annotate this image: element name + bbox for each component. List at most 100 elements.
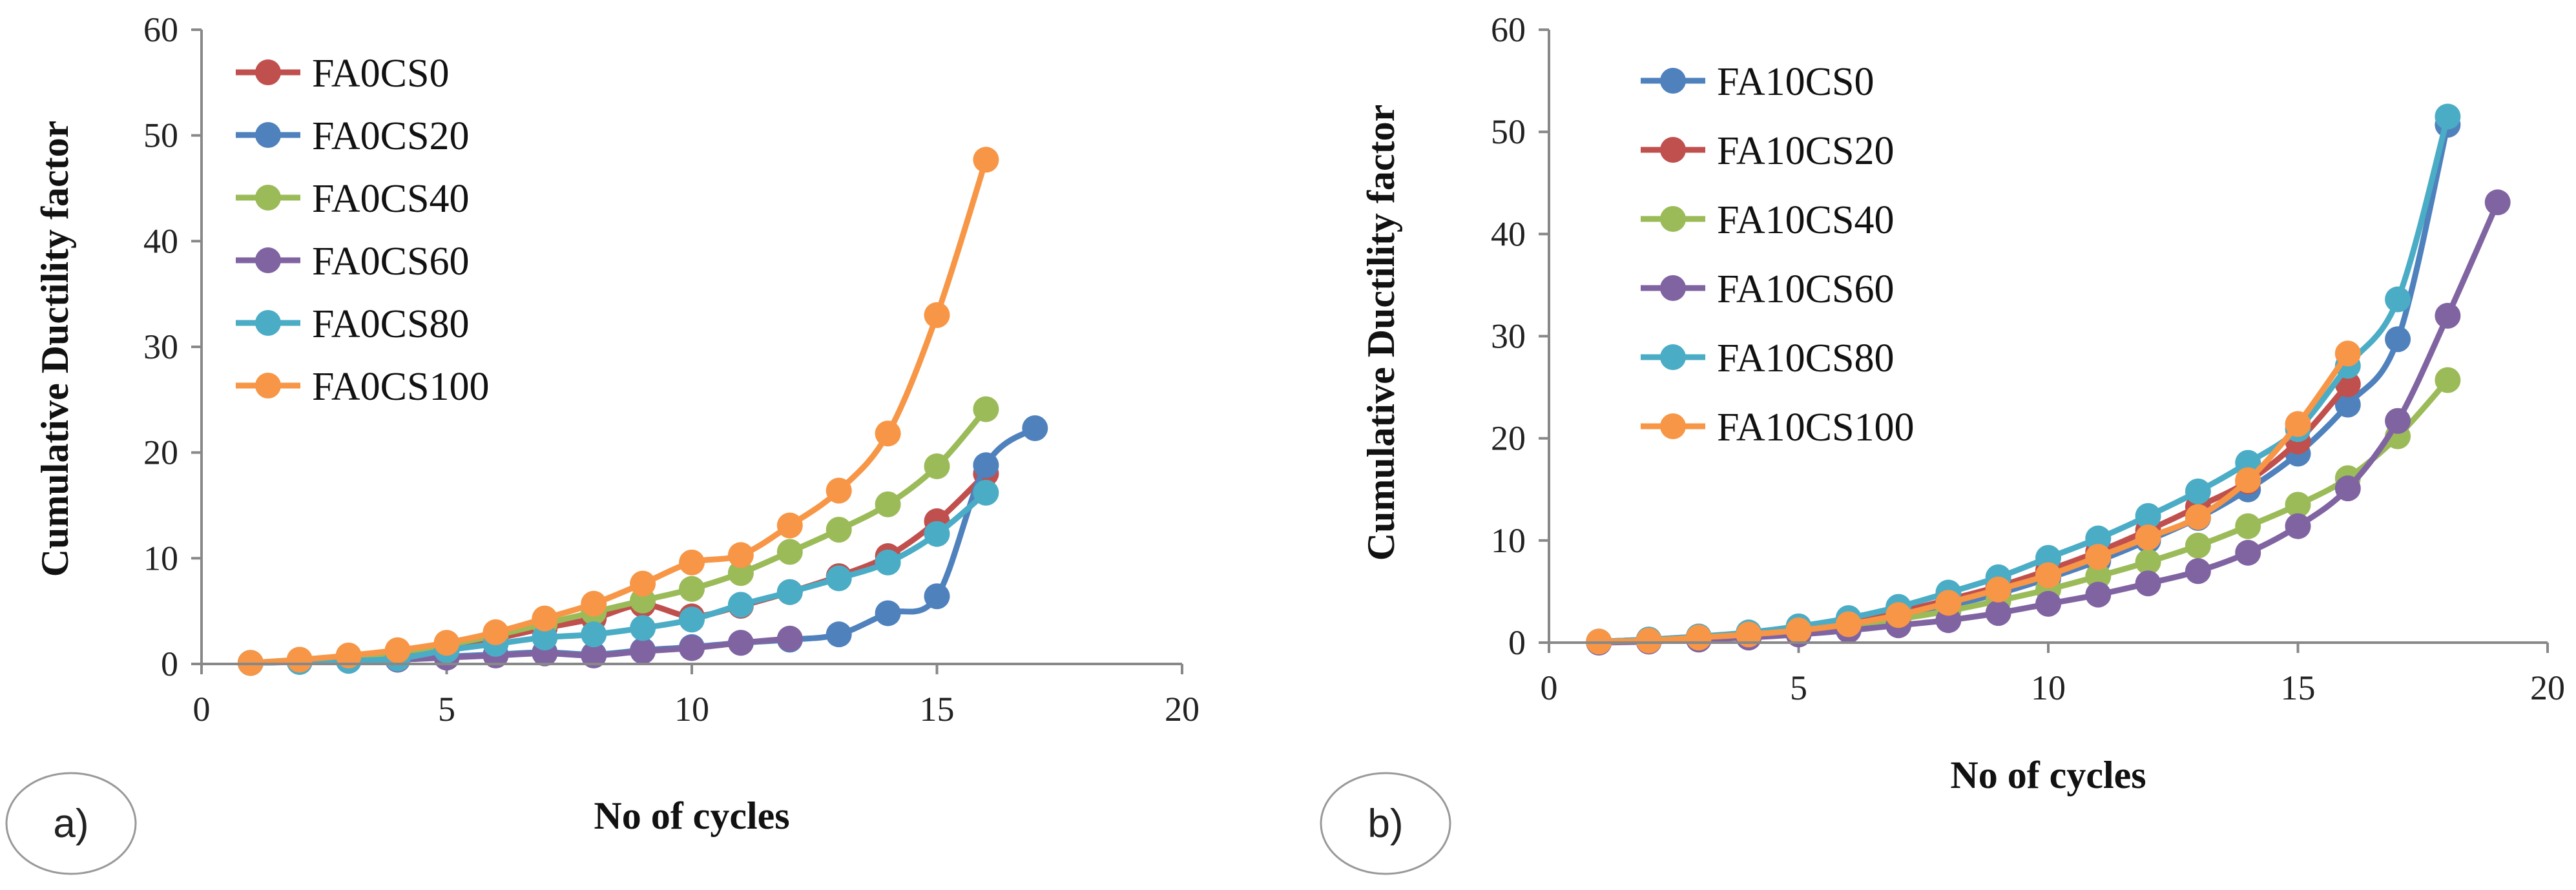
legend-marker-fa10cs80: [1660, 344, 1686, 370]
panel-a-legend: FA0CS0 FA0CS20 FA0CS40 FA0CS60 FA0CS80 FA0CS1…: [236, 52, 490, 409]
panel-a-data-point-fa0cs100: [483, 619, 509, 645]
panel-a-plot-area: 0 5 10 15 20 0 10 20 30 40 50 60: [143, 10, 1200, 729]
panel-b-x-tick-label: 5: [1790, 668, 1807, 707]
legend-label-fa10cs0: FA10CS0: [1717, 60, 1875, 104]
panel-a-data-point-fa0cs60: [630, 638, 656, 665]
panel-a-data-point-fa0cs40: [776, 539, 803, 565]
panel-a-data-point-fa0cs100: [532, 605, 558, 632]
panel-a-data-point-fa0cs100: [924, 302, 950, 328]
legend-marker-fa10cs100: [1660, 413, 1686, 439]
panel-b-plot-area: 0 5 10 15 20 0 10 20 30 40 50 60: [1491, 10, 2565, 707]
panel-b-data-point-fa10cs60: [2334, 475, 2361, 502]
legend-marker-fa0cs100: [255, 373, 281, 398]
panel-b-data-point-fa10cs100: [1785, 617, 1812, 644]
panel-a-y-axis-title: Cumulative Ductility factor: [34, 121, 76, 577]
panel-b-data-point-fa10cs80: [2185, 478, 2211, 504]
panel-a-data-point-fa0cs100: [727, 542, 754, 568]
legend-marker-fa0cs20: [255, 122, 281, 148]
panel-a-data-point-fa0cs20: [875, 600, 901, 626]
panel-b-x-tick-label: 10: [2031, 668, 2066, 707]
panel-b-data-point-fa10cs60: [2435, 302, 2461, 329]
panel-a-data-point-fa0cs60: [581, 642, 607, 668]
panel-a-y-tick-label: 0: [161, 645, 178, 683]
panel-a-y-tick-label: 20: [143, 433, 178, 472]
panel-b-y-tick-label: 20: [1491, 419, 1526, 458]
panel-b-data-point-fa10cs100: [2035, 562, 2061, 588]
panel-a-data-point-fa0cs40: [973, 396, 999, 422]
panel-a-data-point-fa0cs20: [826, 621, 852, 648]
panel-b-data-point-fa10cs60: [2085, 581, 2112, 608]
panel-b-data-point-fa10cs100: [2135, 524, 2161, 551]
panel-b-data-point-fa10cs60: [2484, 189, 2511, 216]
panel-b-data-point-fa10cs100: [1736, 621, 1762, 648]
panel-b-data-point-fa10cs100: [1985, 576, 2011, 603]
panel-b-data-point-fa10cs100: [2085, 544, 2112, 570]
panel-a-data-point-fa0cs20: [924, 583, 950, 610]
legend-label-fa0cs40: FA0CS40: [312, 177, 470, 221]
legend-marker-fa10cs0: [1660, 68, 1686, 94]
panel-a-series-line-fa0cs100: [250, 158, 989, 666]
panel-a-data-point-fa0cs20: [1022, 415, 1048, 442]
panel-a-data-point-fa0cs80: [875, 549, 901, 575]
panel-b-x-tick-label: 0: [1541, 668, 1558, 707]
panel-a-data-point-fa0cs100: [875, 420, 901, 447]
panel-a-data-point-fa0cs80: [727, 592, 754, 618]
legend-label-fa0cs100: FA0CS100: [312, 365, 490, 409]
panel-b-data-point-fa10cs0: [2385, 326, 2411, 353]
panel-b-y-tick-label: 50: [1491, 112, 1526, 151]
panel-a-x-axis-title: No of cycles: [594, 794, 789, 837]
legend-label-fa10cs60: FA10CS60: [1717, 267, 1895, 311]
legend-marker-fa0cs0: [255, 59, 281, 85]
panel-b-data-point-fa10cs100: [1685, 625, 1712, 651]
panel-b-data-point-fa10cs40: [2285, 492, 2311, 518]
panel-a-x-tick-label: 20: [1165, 690, 1200, 729]
panel-b-data-point-fa10cs40: [2435, 367, 2461, 393]
panel-b-data-point-fa10cs100: [2235, 467, 2261, 493]
panel-b-data-point-fa10cs80: [2435, 103, 2461, 130]
panel-a-x-tick-label: 15: [920, 690, 955, 729]
panel-a-data-point-fa0cs80: [630, 615, 656, 641]
panel-a-data-point-fa0cs100: [335, 642, 362, 668]
panel-b-data-point-fa10cs40: [2235, 513, 2261, 539]
legend-marker-fa10cs20: [1660, 137, 1686, 163]
panel-a-data-point-fa0cs100: [973, 147, 999, 173]
panel-a-data-point-fa0cs100: [286, 647, 313, 673]
legend-label-fa10cs40: FA10CS40: [1717, 198, 1895, 242]
panel-a-data-point-fa0cs80: [679, 606, 705, 633]
panel-a-data-point-fa0cs100: [581, 590, 607, 617]
panel-b-label: b): [1367, 802, 1403, 846]
panel-b-y-tick-label: 60: [1491, 10, 1526, 49]
panel-b-data-point-fa10cs60: [2185, 558, 2211, 585]
legend-label-fa0cs0: FA0CS0: [312, 52, 450, 96]
panel-b-data-point-fa10cs40: [2135, 549, 2161, 575]
panel-b-y-tick-label: 0: [1508, 623, 1526, 662]
panel-b-data-point-fa10cs60: [2285, 513, 2311, 539]
panel-b-data-point-fa10cs100: [1636, 627, 1662, 654]
panel-b-data-point-fa10cs100: [2185, 504, 2211, 530]
panel-b-data-point-fa10cs60: [1985, 600, 2011, 626]
legend-marker-fa10cs40: [1660, 206, 1686, 232]
panel-a-data-point-fa0cs20: [973, 452, 999, 479]
panel-a-y-tick-label: 10: [143, 539, 178, 577]
panel-a-series-line-fa0cs40: [250, 407, 988, 666]
panel-a-data-point-fa0cs40: [826, 517, 852, 543]
panel-b-y-axis-title: Cumulative Ductility factor: [1360, 105, 1402, 561]
panel-b-data-point-fa10cs60: [2035, 590, 2061, 617]
panel-a-data-point-fa0cs100: [630, 570, 656, 597]
panel-b-data-point-fa10cs80: [2135, 502, 2161, 529]
panel-b-data-point-fa10cs100: [1835, 611, 1862, 637]
panel-a-data-point-fa0cs40: [875, 491, 901, 517]
legend-marker-fa0cs80: [255, 310, 281, 336]
legend-label-fa10cs80: FA10CS80: [1717, 336, 1895, 380]
panel-a-label-ellipse: [5, 772, 137, 875]
panel-a-label: a): [53, 802, 88, 846]
panel-a-data-point-fa0cs100: [679, 549, 705, 575]
panel-b-x-axis-title: No of cycles: [1950, 754, 2146, 796]
panel-a-series-line-fa0cs80: [250, 490, 988, 666]
panel-a-data-point-fa0cs80: [826, 565, 852, 592]
panel-a-y-tick-label: 60: [143, 10, 178, 49]
panel-a-data-point-fa0cs40: [727, 560, 754, 586]
panel-b-data-point-fa10cs80: [2385, 286, 2411, 313]
panel-a-data-point-fa0cs60: [776, 625, 803, 652]
panel-a: 0 5 10 15 20 0 10 20 30 40 50 60 No of cycles Cumul…: [5, 10, 1200, 875]
